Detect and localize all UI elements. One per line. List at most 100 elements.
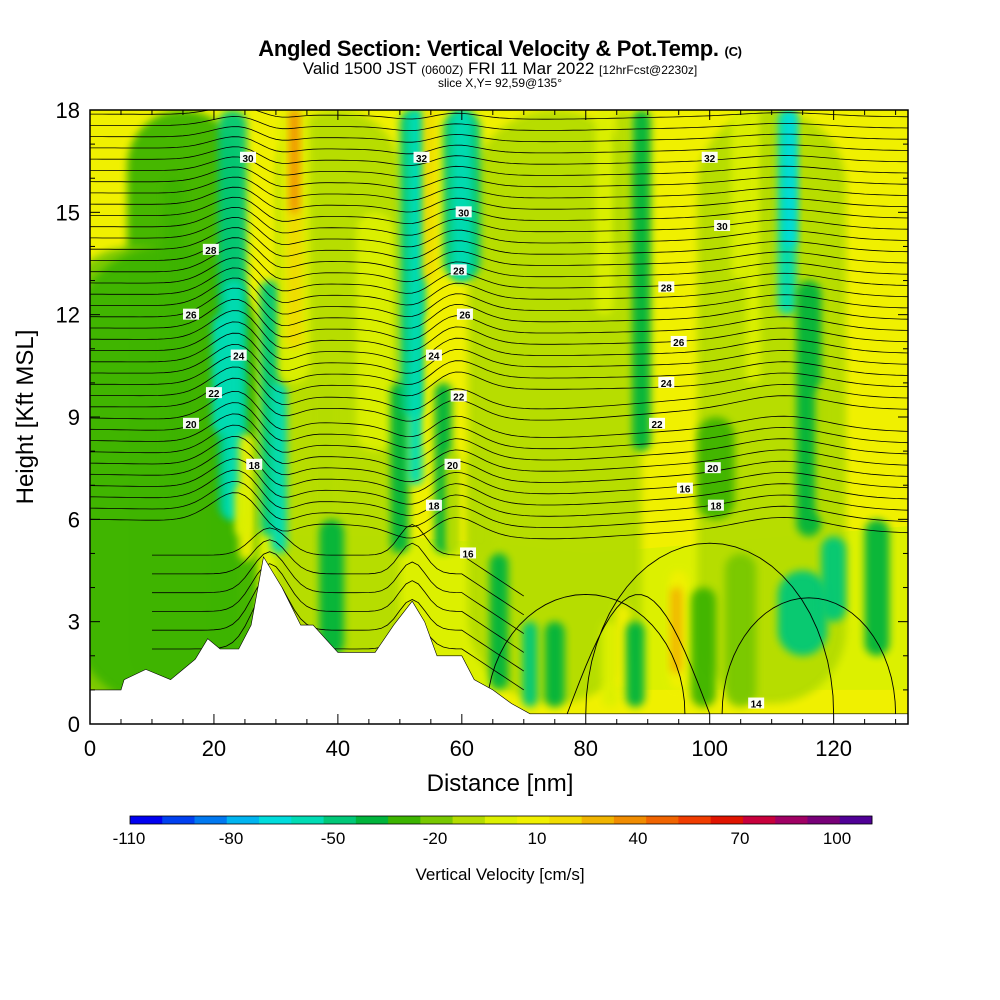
chart-slice-label: slice X,Y= 92,59@135° — [437, 76, 563, 90]
theta-contour — [90, 366, 908, 411]
contour-label: 30 — [717, 222, 729, 233]
velocity-cell — [601, 621, 620, 707]
theta-contour — [90, 435, 908, 483]
contour-label: 28 — [205, 246, 217, 257]
colorbar-swatch — [646, 816, 679, 824]
colorbar-tick-label: 10 — [528, 829, 547, 848]
theta-contour — [90, 206, 908, 236]
colorbar-swatch — [517, 816, 550, 824]
colorbar-frame — [129, 815, 873, 825]
contour-label-bg — [444, 458, 461, 470]
colorbar-swatch — [130, 816, 163, 824]
colorbar-tick-label: -80 — [219, 829, 244, 848]
x-tick-label: 0 — [84, 736, 96, 761]
colorbar-swatch — [678, 816, 712, 824]
theta-contour — [90, 186, 908, 213]
colorbar-swatch — [484, 816, 518, 824]
colorbar-tick-label: -50 — [321, 829, 346, 848]
contour-label: 30 — [242, 154, 254, 165]
theta-contour — [90, 287, 908, 329]
velocity-cell — [595, 110, 614, 315]
theta-contour — [90, 377, 908, 422]
velocity-cell — [163, 178, 184, 503]
theta-contour — [90, 166, 908, 190]
vertical-velocity-field — [90, 110, 908, 724]
contour-label-bg — [707, 499, 724, 511]
velocity-cell — [445, 451, 460, 554]
colorbar-swatch — [162, 816, 195, 824]
contour-label: 28 — [661, 283, 673, 294]
contour-label-bg — [748, 697, 765, 709]
contour-label: 22 — [208, 389, 220, 400]
velocity-cell — [691, 587, 716, 707]
terrain — [89, 556, 909, 725]
contour-label: 26 — [673, 338, 685, 349]
terrain-profile — [89, 556, 909, 725]
theta-contour — [90, 390, 908, 438]
velocity-cell — [212, 314, 235, 435]
velocity-cell — [425, 314, 436, 452]
velocity-cell — [784, 110, 797, 247]
x-axis-label: Distance [nm] — [427, 770, 574, 797]
theta-contour — [90, 136, 908, 155]
contour-label: 22 — [453, 393, 465, 404]
colorbar-swatch — [581, 816, 615, 824]
colorbar-swatch — [807, 816, 841, 824]
contour-label-bg — [455, 206, 472, 218]
contour-label: 18 — [428, 502, 440, 513]
theta-contour — [90, 298, 908, 340]
theta-contour — [90, 103, 908, 108]
contour-label: 16 — [462, 549, 474, 560]
theta-contour — [90, 480, 908, 528]
colorbar-tick-label: -110 — [113, 829, 146, 848]
theta-contour — [90, 247, 908, 283]
contour-label-bg — [205, 387, 222, 399]
chart-subtitle: Valid 1500 JST (0600Z) FRI 11 Mar 2022 [… — [302, 59, 698, 78]
y-tick-label: 15 — [56, 200, 80, 225]
theta-contour — [152, 563, 525, 653]
contour-label-bg — [658, 281, 675, 293]
contour-label-bg — [649, 417, 666, 429]
y-tick-label: 0 — [68, 712, 80, 737]
contour-label-bg — [456, 308, 473, 320]
theta-contour — [90, 355, 908, 397]
y-tick-label: 3 — [68, 610, 80, 635]
x-tick-label: 80 — [574, 736, 598, 761]
colorbar-tick-label: 40 — [629, 829, 648, 848]
theta-contour-closed — [721, 597, 897, 714]
colorbar-swatch — [452, 816, 486, 824]
velocity-cell — [777, 570, 828, 656]
contour-label: 16 — [679, 485, 691, 496]
theta-contour — [90, 267, 908, 306]
y-tick-label: 18 — [56, 98, 80, 123]
y-tick-label: 12 — [56, 303, 80, 328]
contour-label: 32 — [416, 154, 428, 165]
x-tick-label: 100 — [691, 736, 728, 761]
theta-contour — [90, 237, 908, 271]
theta-contour — [90, 146, 908, 166]
contour-label: 14 — [751, 700, 763, 711]
contour-label: 30 — [458, 208, 470, 219]
theta-contour — [90, 469, 908, 517]
velocity-cell — [864, 519, 890, 656]
theta-contour — [152, 575, 525, 672]
velocity-cell — [670, 587, 682, 673]
colorbar-swatch — [259, 816, 292, 824]
chart-title: Angled Section: Vertical Velocity & Pot.… — [258, 36, 742, 61]
velocity-cell — [270, 382, 288, 554]
theta-contour-closed — [566, 594, 711, 714]
velocity-cell — [468, 451, 493, 554]
contour-label-bg — [670, 335, 687, 347]
theta-contour — [90, 343, 908, 385]
theta-contour — [90, 217, 908, 248]
colorbar-tick-label: 70 — [731, 829, 750, 848]
title-suffix: (C) — [724, 44, 742, 59]
contour-label-bg — [413, 151, 430, 163]
contour-label-bg — [676, 482, 693, 494]
theta-contour — [90, 310, 908, 352]
colorbar-swatch — [839, 816, 873, 824]
theta-contour — [90, 126, 908, 143]
theta-contour — [90, 492, 908, 540]
contour-label-bg — [450, 390, 467, 402]
